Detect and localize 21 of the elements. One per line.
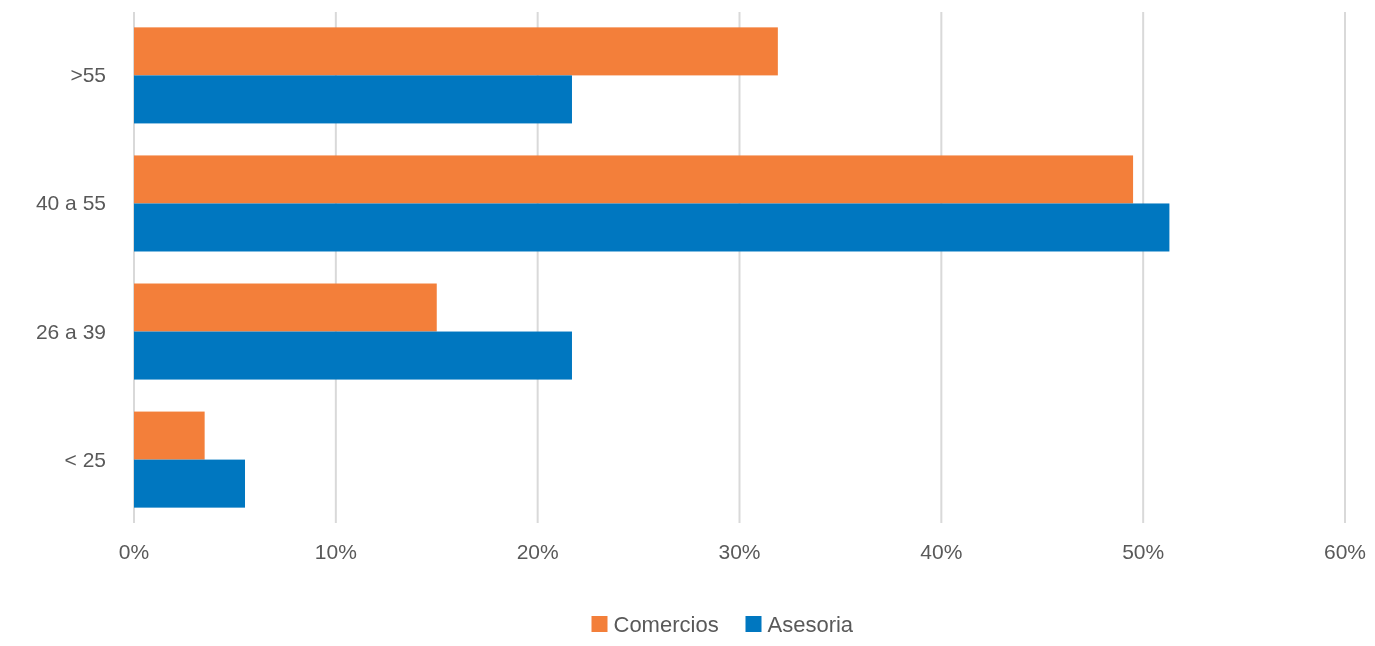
legend-label: Comercios xyxy=(613,612,719,637)
bar xyxy=(134,411,205,460)
x-tick-label: 60% xyxy=(1323,540,1367,563)
bar xyxy=(134,203,1170,252)
bar xyxy=(134,331,572,380)
bar xyxy=(134,75,572,124)
legend-label: Asesoria xyxy=(767,612,854,637)
y-tick-label: < 25 xyxy=(64,447,106,471)
bar xyxy=(134,459,246,508)
y-tick-label: 26 a 39 xyxy=(35,319,106,343)
x-tick-label: 40% xyxy=(920,540,963,563)
x-tick-label: 10% xyxy=(314,540,357,563)
bar xyxy=(134,283,437,332)
y-tick-label: >55 xyxy=(70,63,106,87)
y-tick-label: 40 a 55 xyxy=(35,191,106,215)
bar xyxy=(134,155,1134,204)
x-tick-label: 30% xyxy=(718,540,761,563)
bar xyxy=(134,27,778,76)
x-tick-label: 20% xyxy=(516,540,559,563)
x-tick-label: 50% xyxy=(1122,540,1165,563)
x-tick-label: 0% xyxy=(118,540,150,563)
